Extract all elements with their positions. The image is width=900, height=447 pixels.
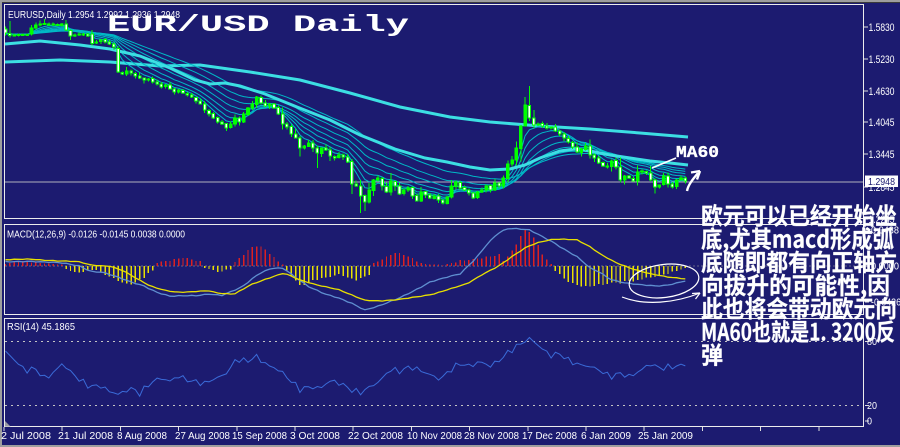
svg-text:MA60: MA60 — [676, 144, 719, 163]
svg-text:15 Sep 2008: 15 Sep 2008 — [232, 430, 287, 442]
svg-text:10 Nov 2008: 10 Nov 2008 — [407, 430, 462, 442]
svg-text:EURUSD,Daily 1.2954 1.2992 1.: EURUSD,Daily 1.2954 1.2992 1.2936 1.2948 — [8, 9, 180, 21]
svg-text:80: 80 — [867, 336, 877, 348]
svg-text:21 Jul 2008: 21 Jul 2008 — [58, 430, 113, 442]
svg-text:28 Nov 2008: 28 Nov 2008 — [464, 430, 519, 442]
svg-text:3 Oct 2008: 3 Oct 2008 — [290, 430, 340, 442]
svg-text:1.4045: 1.4045 — [869, 117, 895, 129]
svg-text:20: 20 — [867, 400, 877, 412]
svg-text:RSI(14) 45.1865: RSI(14) 45.1865 — [7, 321, 75, 333]
svg-text:8 Aug 2008: 8 Aug 2008 — [117, 430, 167, 442]
svg-text:1.5230: 1.5230 — [869, 54, 895, 66]
svg-text:2 Jul 2008: 2 Jul 2008 — [1, 430, 51, 442]
svg-text:1.2948: 1.2948 — [868, 176, 895, 188]
svg-text:25 Jan 2009: 25 Jan 2009 — [638, 430, 693, 442]
svg-text:17 Dec 2008: 17 Dec 2008 — [522, 430, 577, 442]
svg-text:1.4630: 1.4630 — [869, 86, 895, 98]
svg-text:27 Aug 2008: 27 Aug 2008 — [175, 430, 230, 442]
svg-text:1.5830: 1.5830 — [869, 22, 895, 34]
svg-text:0: 0 — [867, 416, 872, 428]
svg-text:6 Jan 2009: 6 Jan 2009 — [581, 430, 631, 442]
svg-text:EUR/USD Daily: EUR/USD Daily — [107, 12, 409, 38]
svg-text:MACD(12,26,9) -0.0126 -0.0145: MACD(12,26,9) -0.0126 -0.0145 0.0038 0.0… — [7, 229, 185, 241]
svg-text:22 Oct 2008: 22 Oct 2008 — [348, 430, 403, 442]
svg-text:1.3445: 1.3445 — [869, 149, 895, 161]
